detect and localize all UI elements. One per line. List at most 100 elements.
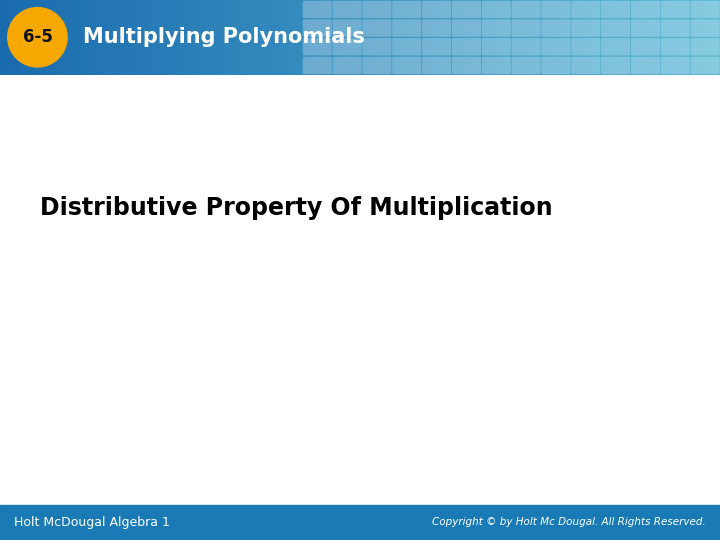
Bar: [36, 0, 46, 75]
Bar: [342, 0, 353, 75]
Bar: [648, 0, 658, 75]
FancyBboxPatch shape: [631, 19, 660, 37]
FancyBboxPatch shape: [661, 38, 690, 56]
Bar: [18, 0, 29, 75]
Bar: [180, 0, 190, 75]
Bar: [639, 0, 649, 75]
FancyBboxPatch shape: [690, 19, 720, 37]
FancyBboxPatch shape: [482, 19, 511, 37]
Bar: [711, 0, 720, 75]
Bar: [279, 0, 289, 75]
Text: Multiplying Polynomials: Multiplying Polynomials: [83, 27, 364, 48]
Bar: [243, 0, 253, 75]
FancyBboxPatch shape: [392, 1, 421, 18]
FancyBboxPatch shape: [333, 1, 361, 18]
Bar: [252, 0, 262, 75]
Bar: [297, 0, 307, 75]
FancyBboxPatch shape: [690, 38, 720, 56]
Bar: [675, 0, 685, 75]
FancyBboxPatch shape: [631, 1, 660, 18]
Bar: [162, 0, 173, 75]
Bar: [108, 0, 119, 75]
FancyBboxPatch shape: [333, 57, 361, 74]
Bar: [567, 0, 577, 75]
FancyBboxPatch shape: [422, 19, 451, 37]
Bar: [702, 0, 712, 75]
Bar: [441, 0, 451, 75]
Bar: [684, 0, 694, 75]
FancyBboxPatch shape: [482, 1, 511, 18]
Bar: [0, 75, 720, 505]
FancyBboxPatch shape: [571, 19, 600, 37]
FancyBboxPatch shape: [392, 38, 421, 56]
Bar: [288, 0, 299, 75]
FancyBboxPatch shape: [422, 1, 451, 18]
FancyBboxPatch shape: [362, 38, 392, 56]
Text: Holt McDougal Algebra 1: Holt McDougal Algebra 1: [14, 516, 170, 529]
Bar: [630, 0, 641, 75]
FancyBboxPatch shape: [571, 1, 600, 18]
Bar: [432, 0, 442, 75]
Bar: [99, 0, 109, 75]
Bar: [261, 0, 271, 75]
Bar: [27, 0, 37, 75]
Bar: [585, 0, 595, 75]
Bar: [423, 0, 433, 75]
Bar: [207, 0, 217, 75]
Bar: [216, 0, 226, 75]
FancyBboxPatch shape: [392, 57, 421, 74]
Bar: [144, 0, 154, 75]
Bar: [333, 0, 343, 75]
Bar: [522, 0, 532, 75]
Bar: [612, 0, 622, 75]
FancyBboxPatch shape: [571, 38, 600, 56]
Bar: [468, 0, 478, 75]
Bar: [360, 0, 370, 75]
Bar: [594, 0, 604, 75]
FancyBboxPatch shape: [631, 38, 660, 56]
FancyBboxPatch shape: [452, 19, 481, 37]
FancyBboxPatch shape: [482, 38, 511, 56]
FancyBboxPatch shape: [541, 38, 570, 56]
FancyBboxPatch shape: [362, 1, 392, 18]
FancyBboxPatch shape: [452, 38, 481, 56]
FancyBboxPatch shape: [690, 1, 720, 18]
FancyBboxPatch shape: [661, 19, 690, 37]
Bar: [153, 0, 163, 75]
FancyBboxPatch shape: [302, 57, 332, 74]
Bar: [135, 0, 145, 75]
Bar: [666, 0, 677, 75]
FancyBboxPatch shape: [333, 19, 361, 37]
FancyBboxPatch shape: [333, 38, 361, 56]
FancyBboxPatch shape: [541, 1, 570, 18]
Bar: [540, 0, 550, 75]
FancyBboxPatch shape: [601, 1, 630, 18]
Bar: [9, 0, 19, 75]
Bar: [378, 0, 389, 75]
Bar: [459, 0, 469, 75]
FancyBboxPatch shape: [362, 57, 392, 74]
Bar: [270, 0, 281, 75]
Bar: [324, 0, 334, 75]
Text: Distributive Property Of Multiplication: Distributive Property Of Multiplication: [40, 196, 552, 220]
Bar: [306, 0, 317, 75]
Bar: [225, 0, 235, 75]
Bar: [477, 0, 487, 75]
Bar: [504, 0, 514, 75]
Bar: [603, 0, 613, 75]
Bar: [171, 0, 181, 75]
FancyBboxPatch shape: [571, 57, 600, 74]
Bar: [387, 0, 397, 75]
Bar: [72, 0, 82, 75]
Bar: [315, 0, 325, 75]
Bar: [63, 0, 73, 75]
Bar: [90, 0, 101, 75]
Bar: [369, 0, 379, 75]
FancyBboxPatch shape: [690, 57, 720, 74]
Bar: [549, 0, 559, 75]
Bar: [198, 0, 209, 75]
FancyBboxPatch shape: [631, 57, 660, 74]
Bar: [486, 0, 497, 75]
Bar: [81, 0, 91, 75]
FancyBboxPatch shape: [661, 1, 690, 18]
